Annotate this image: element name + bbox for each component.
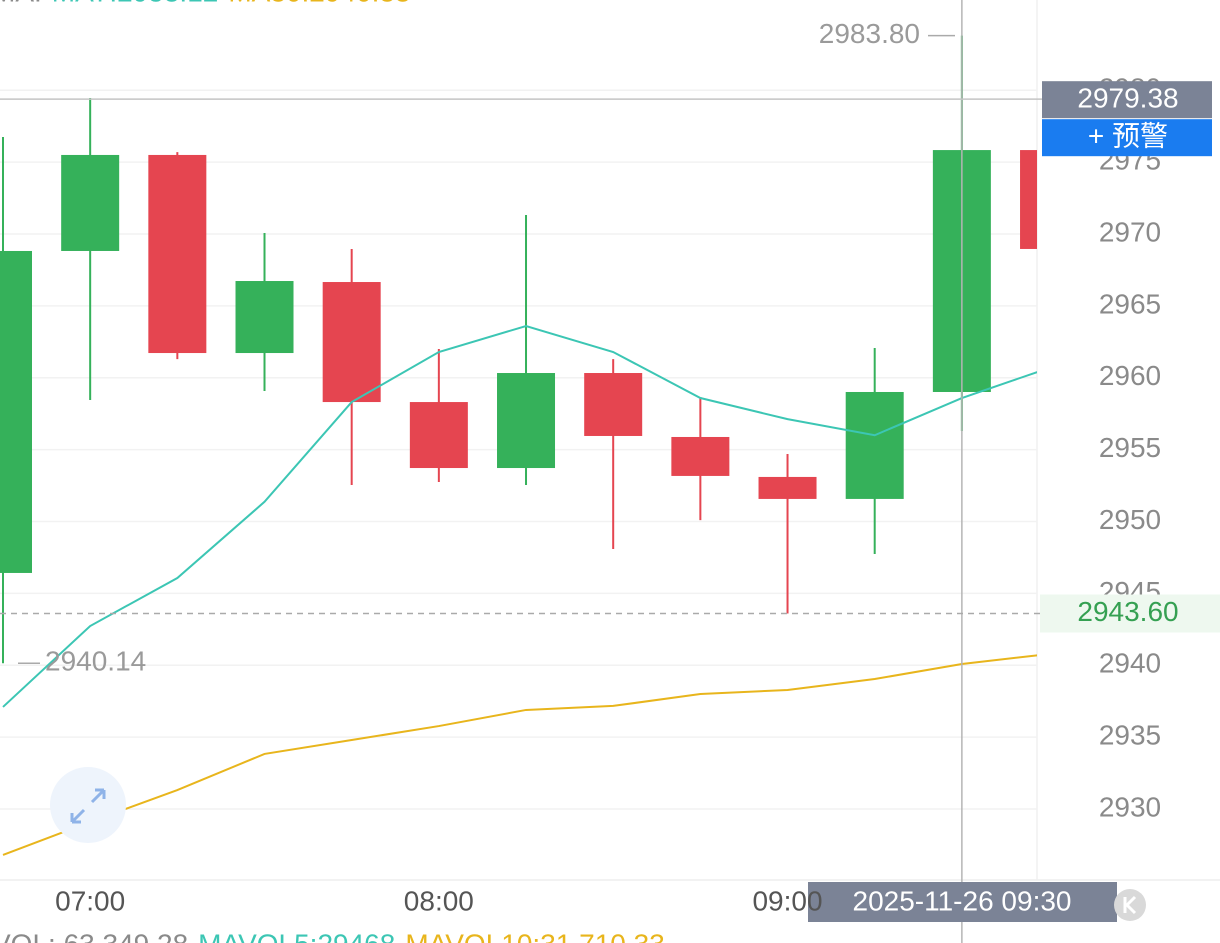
crosshair-time-box <box>808 882 1117 922</box>
max-label: 2983.80 <box>819 18 920 49</box>
alert-button-label[interactable]: + 预警 <box>1088 121 1168 152</box>
x-tick-label: 09:00 <box>752 885 822 916</box>
y-tick-label: 2965 <box>1099 288 1161 319</box>
candle-body <box>758 476 817 499</box>
ma-header: MA7:2958.12 <box>52 0 219 7</box>
vol-header: VOL: 63,349.28 <box>0 928 188 943</box>
ma-header: MA: <box>0 0 42 7</box>
candle-body <box>584 373 643 436</box>
ma-header: MA30:2940.88 <box>228 0 410 7</box>
candle-body <box>671 436 730 476</box>
ma-line <box>2 654 1037 856</box>
vol-header: MAVOL5:29468 <box>198 928 395 943</box>
x-tick-label: 07:00 <box>55 885 125 916</box>
ma-line <box>2 324 1037 708</box>
current-price-box <box>1042 81 1212 119</box>
candle-body <box>1020 150 1037 249</box>
min-label: 2940.14 <box>45 646 146 677</box>
expand-icon <box>70 788 106 824</box>
x-tick-label: 08:00 <box>404 885 474 916</box>
crosshair-time: 2025-11-26 09:30 <box>853 885 1072 916</box>
candle-body <box>322 282 381 403</box>
vol-header: MAVOL10:31,710.33 <box>405 928 664 943</box>
candle-body <box>61 154 120 251</box>
reference-label: 2943.60 <box>1077 596 1178 627</box>
current-price-label: 2979.38 <box>1077 83 1178 114</box>
candle-body <box>845 391 904 499</box>
reset-button[interactable] <box>1114 889 1146 921</box>
reset-icon <box>1123 895 1137 915</box>
alert-button[interactable] <box>1042 119 1212 157</box>
y-tick-label: 2940 <box>1099 648 1161 679</box>
candle-body <box>0 250 32 573</box>
y-tick-label: 2950 <box>1099 504 1161 535</box>
candle-body <box>148 154 207 354</box>
y-tick-label: 2970 <box>1099 216 1161 247</box>
y-tick-label: 2960 <box>1099 360 1161 391</box>
y-tick-label: 2935 <box>1099 720 1161 751</box>
candle-body <box>409 402 468 469</box>
y-tick-label: 2955 <box>1099 432 1161 463</box>
expand-button[interactable] <box>50 767 126 843</box>
candle-body <box>235 281 294 354</box>
candle-body <box>497 373 556 469</box>
y-tick-label: 2930 <box>1099 791 1161 822</box>
reference-box <box>1040 594 1220 633</box>
